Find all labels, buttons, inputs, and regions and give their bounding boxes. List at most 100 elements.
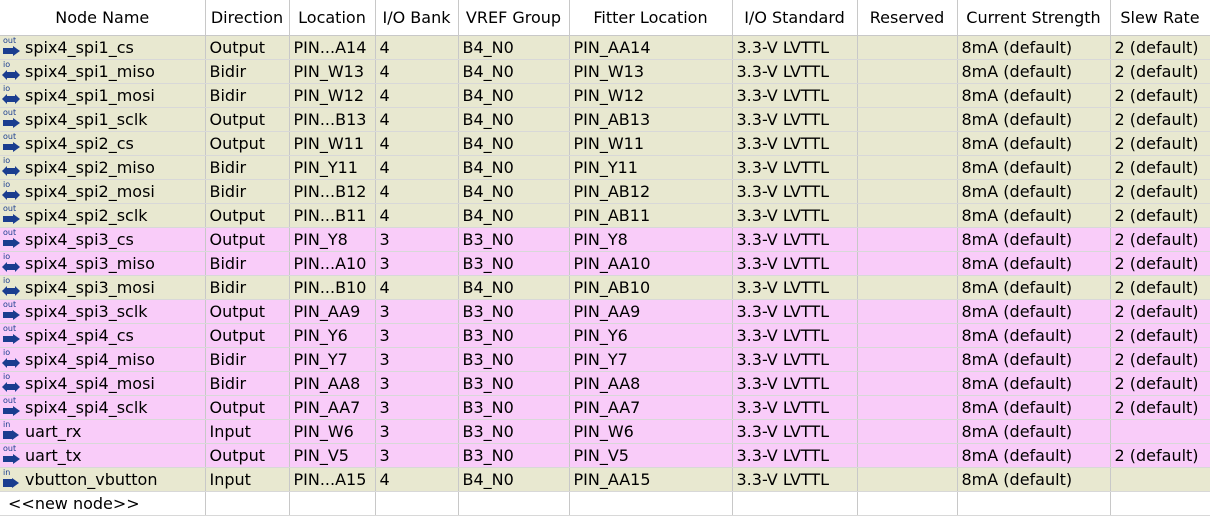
slew-rate-cell[interactable]: 2 (default) [1110, 35, 1210, 60]
vref-group-cell[interactable]: B3_N0 [458, 251, 570, 276]
io-bank-cell[interactable]: 3 [375, 419, 459, 444]
table-row[interactable]: io spix4_spi3_miso Bidir PIN...A10 3 B3_N0 PIN… [0, 251, 1210, 276]
direction-cell[interactable]: Output [205, 131, 290, 156]
io-standard-cell[interactable]: 3.3-V LVTTL [732, 83, 858, 108]
table-row[interactable]: out spix4_spi1_sclk Output PIN...B13 4 B4_N0 P… [0, 107, 1210, 132]
node-name-cell[interactable]: io spix4_spi2_miso [0, 155, 206, 180]
table-cell[interactable] [458, 491, 570, 516]
table-cell[interactable] [205, 491, 290, 516]
io-bank-cell[interactable]: 4 [375, 35, 459, 60]
io-standard-cell[interactable]: 3.3-V LVTTL [732, 131, 858, 156]
node-name-cell[interactable]: out spix4_spi3_cs [0, 227, 206, 252]
io-standard-cell[interactable]: 3.3-V LVTTL [732, 35, 858, 60]
location-cell[interactable]: PIN...B12 [289, 179, 376, 204]
io-bank-cell[interactable]: 3 [375, 299, 459, 324]
current-strength-cell[interactable]: 8mA (default) [957, 275, 1111, 300]
slew-rate-cell[interactable]: 2 (default) [1110, 371, 1210, 396]
slew-rate-cell[interactable]: 2 (default) [1110, 83, 1210, 108]
table-row[interactable]: out spix4_spi4_cs Output PIN_Y6 3 B3_N0 PIN_Y6… [0, 323, 1210, 348]
io-standard-cell[interactable]: 3.3-V LVTTL [732, 371, 858, 396]
vref-group-cell[interactable]: B3_N0 [458, 227, 570, 252]
direction-cell[interactable]: Input [205, 419, 290, 444]
table-row[interactable]: in vbutton_vbutton Input PIN...A15 4 B4_N0 PIN… [0, 467, 1210, 492]
io-bank-cell[interactable]: 3 [375, 323, 459, 348]
fitter-location-cell[interactable]: PIN_AA8 [569, 371, 733, 396]
direction-cell[interactable]: Bidir [205, 347, 290, 372]
current-strength-cell[interactable]: 8mA (default) [957, 59, 1111, 84]
fitter-location-cell[interactable]: PIN_AA10 [569, 251, 733, 276]
slew-rate-cell[interactable]: 2 (default) [1110, 107, 1210, 132]
io-standard-cell[interactable]: 3.3-V LVTTL [732, 419, 858, 444]
io-bank-cell[interactable]: 3 [375, 227, 459, 252]
location-cell[interactable]: PIN...B11 [289, 203, 376, 228]
column-header-reserved[interactable]: Reserved [857, 0, 958, 36]
node-name-cell[interactable]: io spix4_spi3_mosi [0, 275, 206, 300]
fitter-location-cell[interactable]: PIN_Y7 [569, 347, 733, 372]
direction-cell[interactable]: Output [205, 395, 290, 420]
direction-cell[interactable]: Bidir [205, 275, 290, 300]
io-bank-cell[interactable]: 4 [375, 275, 459, 300]
vref-group-cell[interactable]: B4_N0 [458, 203, 570, 228]
table-cell[interactable] [857, 491, 958, 516]
node-name-cell[interactable]: out spix4_spi4_cs [0, 323, 206, 348]
current-strength-cell[interactable]: 8mA (default) [957, 251, 1111, 276]
io-standard-cell[interactable]: 3.3-V LVTTL [732, 251, 858, 276]
slew-rate-cell[interactable] [1110, 467, 1210, 492]
current-strength-cell[interactable]: 8mA (default) [957, 179, 1111, 204]
location-cell[interactable]: PIN...B10 [289, 275, 376, 300]
io-standard-cell[interactable]: 3.3-V LVTTL [732, 203, 858, 228]
io-bank-cell[interactable]: 4 [375, 467, 459, 492]
location-cell[interactable]: PIN_Y8 [289, 227, 376, 252]
column-header-io-bank[interactable]: I/O Bank [375, 0, 459, 36]
location-cell[interactable]: PIN_AA8 [289, 371, 376, 396]
slew-rate-cell[interactable]: 2 (default) [1110, 59, 1210, 84]
node-name-cell[interactable]: io spix4_spi3_miso [0, 251, 206, 276]
fitter-location-cell[interactable]: PIN_AA7 [569, 395, 733, 420]
reserved-cell[interactable] [857, 395, 958, 420]
direction-cell[interactable]: Output [205, 203, 290, 228]
slew-rate-cell[interactable]: 2 (default) [1110, 227, 1210, 252]
slew-rate-cell[interactable]: 2 (default) [1110, 443, 1210, 468]
table-row[interactable]: io spix4_spi4_mosi Bidir PIN_AA8 3 B3_N0 PIN_A… [0, 371, 1210, 396]
node-name-cell[interactable]: out spix4_spi2_cs [0, 131, 206, 156]
fitter-location-cell[interactable]: PIN_Y6 [569, 323, 733, 348]
fitter-location-cell[interactable]: PIN_Y11 [569, 155, 733, 180]
io-bank-cell[interactable]: 4 [375, 59, 459, 84]
slew-rate-cell[interactable]: 2 (default) [1110, 395, 1210, 420]
location-cell[interactable]: PIN...A15 [289, 467, 376, 492]
vref-group-cell[interactable]: B4_N0 [458, 35, 570, 60]
new-node-cell[interactable]: <<new node>> [0, 491, 206, 516]
current-strength-cell[interactable]: 8mA (default) [957, 203, 1111, 228]
vref-group-cell[interactable]: B3_N0 [458, 419, 570, 444]
direction-cell[interactable]: Output [205, 227, 290, 252]
fitter-location-cell[interactable]: PIN_W13 [569, 59, 733, 84]
vref-group-cell[interactable]: B3_N0 [458, 347, 570, 372]
slew-rate-cell[interactable]: 2 (default) [1110, 203, 1210, 228]
slew-rate-cell[interactable]: 2 (default) [1110, 347, 1210, 372]
direction-cell[interactable]: Bidir [205, 155, 290, 180]
direction-cell[interactable]: Output [205, 323, 290, 348]
fitter-location-cell[interactable]: PIN_AA9 [569, 299, 733, 324]
location-cell[interactable]: PIN_AA7 [289, 395, 376, 420]
location-cell[interactable]: PIN...A10 [289, 251, 376, 276]
slew-rate-cell[interactable] [1110, 419, 1210, 444]
io-bank-cell[interactable]: 3 [375, 371, 459, 396]
direction-cell[interactable]: Output [205, 443, 290, 468]
vref-group-cell[interactable]: B4_N0 [458, 275, 570, 300]
fitter-location-cell[interactable]: PIN_AB12 [569, 179, 733, 204]
reserved-cell[interactable] [857, 35, 958, 60]
slew-rate-cell[interactable]: 2 (default) [1110, 179, 1210, 204]
current-strength-cell[interactable]: 8mA (default) [957, 323, 1111, 348]
reserved-cell[interactable] [857, 227, 958, 252]
location-cell[interactable]: PIN_Y7 [289, 347, 376, 372]
io-standard-cell[interactable]: 3.3-V LVTTL [732, 275, 858, 300]
current-strength-cell[interactable]: 8mA (default) [957, 371, 1111, 396]
reserved-cell[interactable] [857, 59, 958, 84]
node-name-cell[interactable]: io spix4_spi2_mosi [0, 179, 206, 204]
table-row[interactable]: out spix4_spi4_sclk Output PIN_AA7 3 B3_N0 PIN… [0, 395, 1210, 420]
io-standard-cell[interactable]: 3.3-V LVTTL [732, 323, 858, 348]
node-name-cell[interactable]: in vbutton_vbutton [0, 467, 206, 492]
io-bank-cell[interactable]: 3 [375, 395, 459, 420]
reserved-cell[interactable] [857, 251, 958, 276]
location-cell[interactable]: PIN_Y6 [289, 323, 376, 348]
